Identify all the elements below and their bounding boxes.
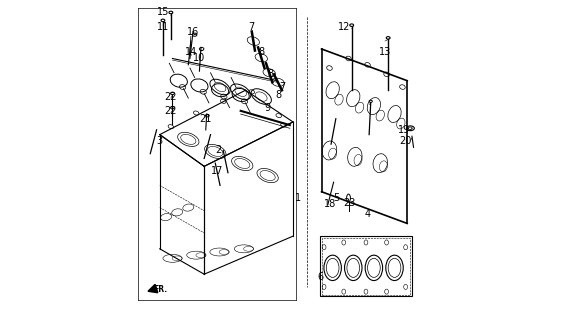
Text: 10: 10: [193, 53, 206, 63]
Text: 7: 7: [248, 22, 255, 32]
Bar: [322, 238, 410, 295]
Text: 8: 8: [258, 47, 264, 57]
Text: 22: 22: [165, 106, 177, 116]
Text: 3: 3: [156, 136, 163, 146]
Text: 20: 20: [400, 136, 412, 146]
Text: 23: 23: [343, 198, 356, 208]
Text: 4: 4: [364, 209, 370, 219]
Text: 15: 15: [156, 7, 169, 18]
Ellipse shape: [169, 11, 173, 14]
Text: 17: 17: [211, 166, 223, 176]
Ellipse shape: [161, 19, 165, 22]
Text: 8: 8: [275, 90, 282, 100]
Text: 7: 7: [279, 82, 285, 92]
Text: 13: 13: [379, 47, 391, 57]
Text: 1: 1: [295, 193, 301, 203]
Text: 21: 21: [200, 114, 212, 124]
Text: 14: 14: [185, 47, 197, 57]
Bar: [320, 236, 412, 296]
Text: 22: 22: [165, 92, 177, 101]
Text: 8: 8: [268, 69, 274, 79]
Text: 19: 19: [398, 125, 410, 135]
Text: 18: 18: [324, 199, 336, 209]
Text: FR.: FR.: [153, 285, 167, 294]
Text: 11: 11: [157, 22, 169, 32]
Text: 9: 9: [264, 103, 271, 113]
Text: 16: 16: [187, 27, 199, 36]
Text: 2: 2: [215, 146, 222, 156]
Text: 12: 12: [338, 22, 350, 32]
Text: 5: 5: [333, 193, 339, 203]
Text: 6: 6: [317, 272, 323, 282]
